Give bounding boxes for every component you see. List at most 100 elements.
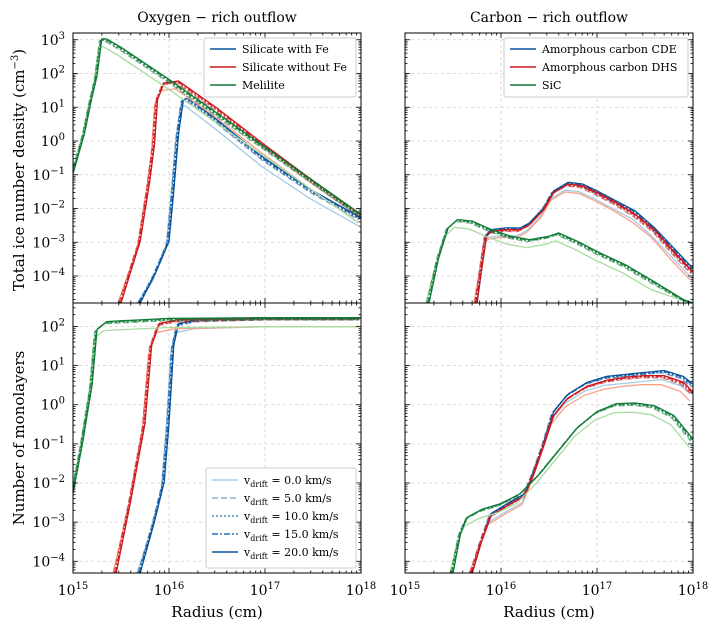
y-tick-exp: −1 [50,166,65,177]
y-tick-exp: 2 [59,317,65,328]
y-tick-label: 102 [41,65,65,83]
x-tick-exp: 16 [172,581,185,592]
series-line-silicate-without-fe-v1 [113,319,359,573]
y-tick-label: 100 [41,132,65,150]
y-tick-label: 10−1 [32,435,65,453]
x-tick-label: 1016 [154,581,185,599]
legend-oxygen: Silicate with Fe Silicate without Fe Mel… [203,37,357,98]
series-line-sic-v0 [425,226,691,303]
series-line-sic-v3 [451,402,693,573]
legend-vdrift-v-4: v [243,546,251,559]
legend-vdrift-sub-0: drift [250,480,268,489]
legend-vdrift-label-3: vdrift = 15.0 km/s [243,528,339,543]
series-line-amorphous-carbon-dhs-v2 [470,376,692,573]
series-line-amorphous-carbon-cde-v2 [470,371,692,573]
legend-vdrift-sub-4: drift [250,552,268,561]
y-tick-base: 10 [41,134,59,150]
legend-oxygen-label-2: Melilite [242,79,285,92]
legend-oxygen-label-0: Silicate with Fe [242,43,329,56]
series-line-sic-v1 [450,404,692,573]
x-tick-exp: 18 [364,581,377,592]
ylabel-bottom: Number of monolayers [10,351,28,526]
legend-carbon-label-1: Amorphous carbon DHS [541,61,677,74]
x-tick-exp: 17 [268,581,281,592]
x-tick-label: 1017 [250,581,281,599]
y-tick-label: 103 [41,31,65,49]
y-tick-label: 10−3 [32,513,65,531]
x-tick-exp: 16 [504,581,517,592]
x-tick-base: 10 [58,583,76,599]
x-tick-exp: 15 [76,581,89,592]
y-tick-base: 10 [32,168,50,184]
y-tick-exp: 3 [59,31,65,42]
legend-carbon: Amorphous carbon CDE Amorphous carbon DH… [503,37,689,98]
legend-vdrift-label-1: vdrift = 5.0 km/s [243,492,332,507]
legend-vdrift-label-4: vdrift = 20.0 km/s [243,546,339,561]
title-carbon: Carbon − rich outflow [470,10,628,26]
axes-frame [404,302,694,574]
y-tick-exp: −4 [50,552,65,563]
y-tick-base: 10 [32,515,50,531]
series-line-amorphous-carbon-cde-v4 [471,369,693,573]
ylabel-top-text: Total ice number density (cm [10,70,28,292]
legend-vdrift-sub-1: drift [250,498,268,507]
x-tick-base: 10 [678,583,696,599]
y-tick-exp: −3 [50,513,65,524]
y-tick-exp: −1 [50,435,65,446]
curves [425,181,693,303]
legend-vdrift-sub-2: drift [250,516,268,525]
x-tick-label: 1015 [58,581,89,599]
legend-vdrift-v-2: v [243,510,251,523]
series-line-melilite-v4 [73,317,361,494]
series-line-sic-v4 [428,218,693,303]
y-tick-label: 10−1 [32,166,65,184]
legend-vdrift-v-0: v [243,474,251,487]
legend-carbon-label-2: SiC [542,79,561,92]
y-tick-base: 10 [41,33,59,49]
legend-vdrift-val-4: = 20.0 km/s [268,546,339,559]
x-tick-label: 1016 [486,581,517,599]
legend-carbon-label-0: Amorphous carbon CDE [541,43,677,56]
x-tick-base: 10 [250,583,268,599]
y-tick-base: 10 [32,202,50,218]
xlabel-right: Radius (cm) [503,603,594,621]
x-tick-label: 1018 [346,581,377,599]
y-tick-exp: 1 [59,98,65,109]
y-tick-base: 10 [32,269,50,285]
legend-vdrift-val-1: = 5.0 km/s [268,492,332,505]
x-tick-base: 10 [154,583,172,599]
legend-vdrift-label-2: vdrift = 10.0 km/s [243,510,339,525]
legend-oxygen-box [203,37,357,98]
ylabel-top-close: ) [10,49,28,55]
curves [73,38,361,303]
legend-vdrift-label-0: vdrift = 0.0 km/s [243,474,332,489]
series-line-silicate-without-fe-v4 [120,80,361,303]
series-line-amorphous-carbon-cde-v3 [470,370,693,573]
y-tick-exp: −2 [50,474,65,485]
y-tick-exp: 2 [59,65,65,76]
series-line-sic-v2 [450,403,693,573]
curves [73,317,361,573]
x-tick-base: 10 [390,583,408,599]
x-tick-label: 1017 [582,581,613,599]
x-tick-exp: 15 [408,581,421,592]
x-tick-base: 10 [582,583,600,599]
y-tick-base: 10 [41,100,59,116]
y-tick-label: 102 [41,317,65,335]
series-line-amorphous-carbon-dhs-v0 [468,384,691,573]
series-line-amorphous-carbon-cde-v0 [468,378,691,573]
title-oxygen: Oxygen − rich outflow [137,10,296,26]
legend-vdrift-box [205,467,357,569]
y-tick-base: 10 [32,476,50,492]
x-tick-label: 1018 [678,581,709,599]
legend-vdrift-val-0: = 0.0 km/s [268,474,332,487]
x-tick-base: 10 [346,583,364,599]
panel-carbon-monolayers: 1015 1016 1017 1018 [390,302,709,599]
series-line-amorphous-carbon-dhs-v0 [473,191,691,303]
series-line-silicate-with-fe-v3 [138,97,361,303]
y-tick-label: 101 [41,357,65,375]
y-tick-label: 100 [41,396,65,414]
series-line-amorphous-carbon-dhs-v1 [474,185,692,303]
y-tick-base: 10 [41,359,59,375]
